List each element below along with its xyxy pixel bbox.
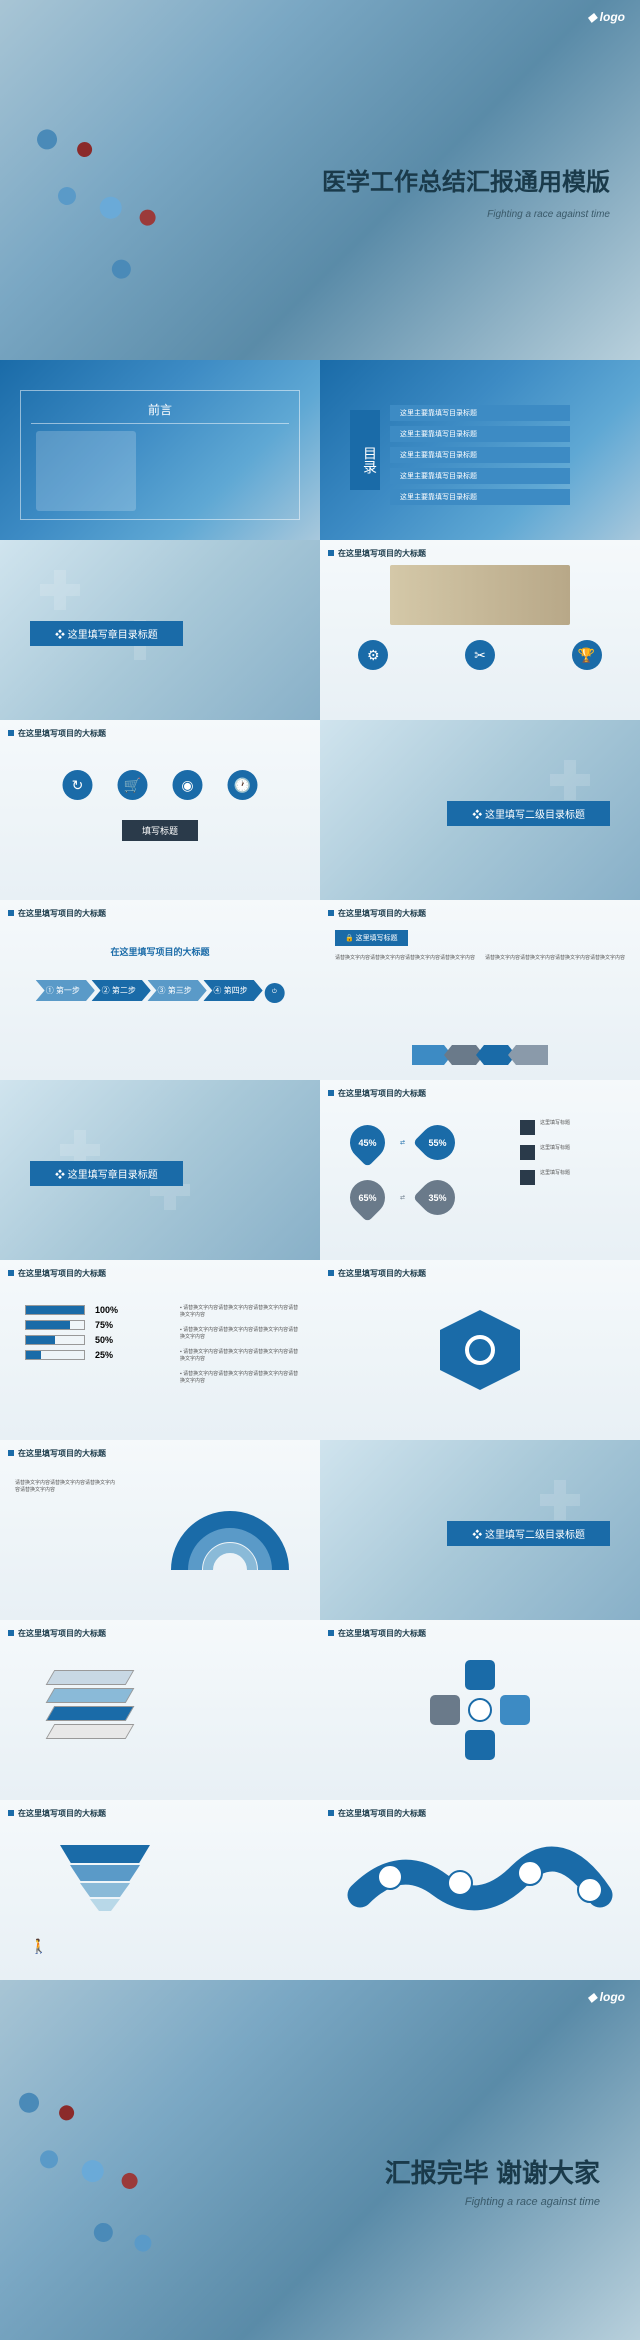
content-arrows: 在这里填写项目的大标题 在这里填写项目的大标题 ① 第一步 ② 第二步 ③ 第三…: [0, 900, 320, 1080]
end-slide: logo 汇报完毕 谢谢大家 Fighting a race against t…: [0, 1980, 640, 2340]
toc-item: 这里主要靠填写目录标题: [390, 426, 570, 442]
trophy-icon: 🏆: [572, 640, 602, 670]
power-icon: ⏻: [264, 983, 284, 1003]
end-subtitle: Fighting a race against time: [465, 2196, 600, 2208]
gear-icon: ⚙: [358, 640, 388, 670]
section-banner: ❖ 这里填写章目录标题: [30, 621, 183, 646]
tools-icon: ✂: [465, 640, 495, 670]
toc-item: 这里主要靠填写目录标题: [390, 489, 570, 505]
section-banner: ❖ 这里填写二级目录标题: [447, 1521, 610, 1546]
fill-title-badge: 填写标题: [122, 820, 198, 841]
logo: logo: [587, 10, 625, 24]
section-divider-1: ❖ 这里填写章目录标题: [0, 540, 320, 720]
wave-path: [340, 1835, 620, 1955]
toc-list: 这里主要靠填写目录标题 这里主要靠填写目录标题 这里主要靠填写目录标题 这里主要…: [390, 405, 570, 510]
wifi-icon: ◉: [173, 770, 203, 800]
end-title: 汇报完毕 谢谢大家: [385, 2153, 600, 2190]
content-arc: 在这里填写项目的大标题 请替换文字内容请替换文字内容请替换文字内容请替换文字内容: [0, 1440, 320, 1620]
content-lock: 在这里填写项目的大标题 🔒 这里填写标题 请替换文字内容请替换文字内容请替换文字…: [320, 900, 640, 1080]
section-banner: ❖ 这里填写二级目录标题: [447, 801, 610, 826]
section-banner: ❖ 这里填写章目录标题: [30, 1161, 183, 1186]
content-icons: 在这里填写项目的大标题 ↻ 🛒 ◉ 🕐 填写标题: [0, 720, 320, 900]
content-bars: 在这里填写项目的大标题 100%75%50%25% ▪ 请替换文字内容请替换文字…: [0, 1260, 320, 1440]
section-divider-2: ❖ 这里填写二级目录标题: [320, 720, 640, 900]
toc-slide: 目录 这里主要靠填写目录标题 这里主要靠填写目录标题 这里主要靠填写目录标题 这…: [320, 360, 640, 540]
toc-label: 目录: [350, 410, 380, 490]
content-layers: 在这里填写项目的大标题: [0, 1620, 320, 1800]
content-funnel: 在这里填写项目的大标题 🚶: [0, 1800, 320, 1980]
refresh-icon: ↻: [63, 770, 93, 800]
cover-slide: logo 医学工作总结汇报通用模版 Fighting a race agains…: [0, 0, 640, 360]
section-divider-3: ❖ 这里填写章目录标题: [0, 1080, 320, 1260]
content-cross: 在这里填写项目的大标题: [320, 1620, 640, 1800]
arc-chart: [170, 1480, 290, 1580]
content-percents: 在这里填写项目的大标题 45% ⇄ 55% 65% ⇄ 35% 这里填写标题 这…: [320, 1080, 640, 1260]
logo: logo: [587, 1990, 625, 2004]
person-icon: 🚶: [30, 1938, 47, 1955]
content-hexagon: 在这里填写项目的大标题: [320, 1260, 640, 1440]
cart-icon: 🛒: [118, 770, 148, 800]
preface-label: 前言: [31, 401, 289, 424]
cover-subtitle: Fighting a race against time: [487, 209, 610, 220]
section-divider-4: ❖ 这里填写二级目录标题: [320, 1440, 640, 1620]
content-wave: 在这里填写项目的大标题: [320, 1800, 640, 1980]
lock-badge: 🔒 这里填写标题: [335, 930, 408, 946]
preface-slide: 前言: [0, 360, 320, 540]
clock-icon: 🕐: [228, 770, 258, 800]
toc-item: 这里主要靠填写目录标题: [390, 447, 570, 463]
cover-title: 医学工作总结汇报通用模版: [322, 162, 610, 197]
toc-item: 这里主要靠填写目录标题: [390, 468, 570, 484]
toc-item: 这里主要靠填写目录标题: [390, 405, 570, 421]
content-chess: 在这里填写项目的大标题 ⚙ ✂ 🏆: [320, 540, 640, 720]
